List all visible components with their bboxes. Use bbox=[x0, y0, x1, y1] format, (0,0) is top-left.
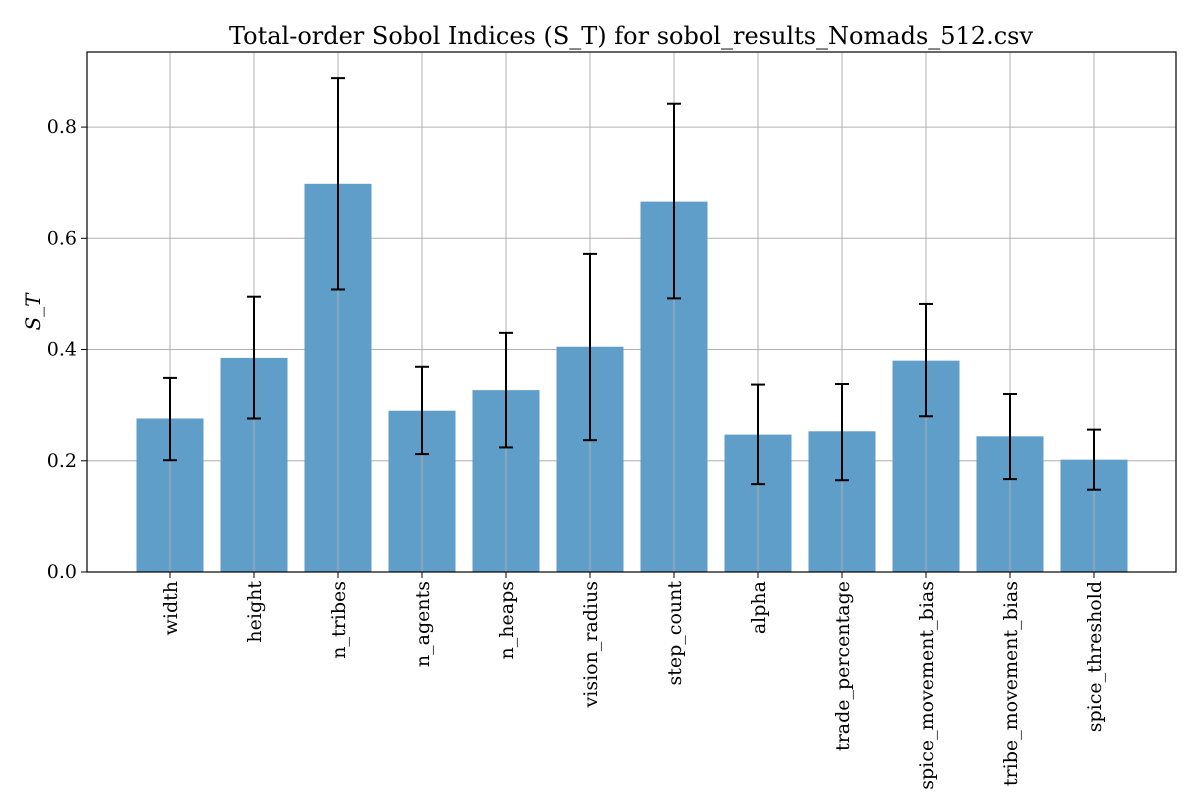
x-tick-label-height: height bbox=[244, 581, 266, 643]
x-tick-label-alpha: alpha bbox=[748, 581, 770, 634]
x-tick-label-n_agents: n_agents bbox=[412, 581, 434, 667]
y-tick-label: 0.4 bbox=[47, 339, 77, 361]
y-axis: 0.0 0.2 0.4 0.6 0.8 bbox=[47, 116, 87, 583]
x-tick-label-tribe_movement_bias: tribe_movement_bias bbox=[1000, 581, 1022, 786]
plot-frame bbox=[86, 51, 1177, 573]
x-tick-label-vision_radius: vision_radius bbox=[580, 581, 602, 708]
chart-title: Total-order Sobol Indices (S_T) for sobo… bbox=[229, 22, 1033, 50]
x-tick-label-width: width bbox=[160, 581, 182, 635]
x-tick-label-spice_movement_bias: spice_movement_bias bbox=[916, 581, 938, 790]
y-tick-label: 0.8 bbox=[47, 116, 77, 138]
y-axis-label: S_T bbox=[21, 292, 45, 331]
error-bars-layer bbox=[163, 77, 1101, 491]
y-tick-label: 0.6 bbox=[47, 227, 77, 249]
x-tick-label-step_count: step_count bbox=[664, 581, 686, 686]
x-axis: width height n_tribes n_agents n_heaps vision… bbox=[160, 572, 1106, 790]
x-tick-label-n_tribes: n_tribes bbox=[328, 581, 350, 659]
x-tick-label-spice_threshold: spice_threshold bbox=[1084, 581, 1106, 732]
x-tick-label-trade_percentage: trade_percentage bbox=[832, 581, 854, 751]
y-tick-label: 0.2 bbox=[47, 450, 77, 472]
x-tick-label-n_heaps: n_heaps bbox=[496, 581, 518, 659]
y-tick-label: 0.0 bbox=[47, 561, 77, 583]
bars-layer bbox=[136, 183, 1128, 572]
